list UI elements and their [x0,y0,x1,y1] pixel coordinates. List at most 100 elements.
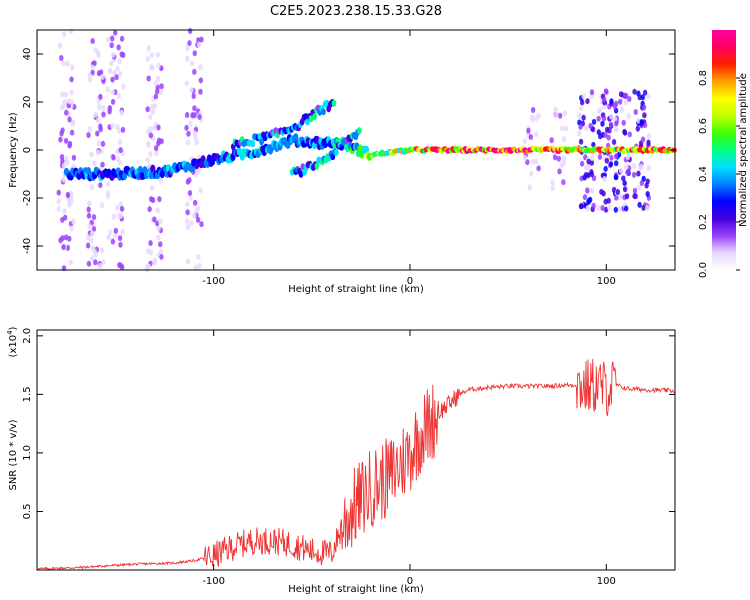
x-tick-label: 0 [407,276,413,287]
noise-blob [632,88,637,95]
noise-blob [578,105,584,112]
noise-blob [95,130,100,137]
snr-series-line [37,358,675,570]
snr-y-ticks: 0.5 1.0 1.5 2.0 [22,328,675,519]
noise-blob [642,122,648,129]
noise-blob [577,112,582,119]
x-tick-label: 0 [407,576,413,587]
noise-blob [618,91,624,98]
noise-blob [148,132,154,139]
noise-blob [582,194,588,201]
noise-blob [578,138,584,145]
noise-blob [152,259,158,266]
noise-blob [90,64,95,71]
noise-blob [185,178,191,185]
noise-blob [62,208,67,215]
noise-blob [621,175,626,182]
noise-blob [613,174,619,181]
noise-blob [645,204,650,211]
noise-blob [612,103,618,110]
noise-blob [87,223,92,230]
noise-blob [107,67,113,74]
colorbar-tick-label: 0.2 [698,214,709,230]
noise-blob [188,120,193,127]
noise-blob [65,60,71,67]
noise-blob [550,179,555,186]
noise-blob [185,209,190,216]
noise-blob [597,108,602,115]
noise-blob [184,80,189,87]
y-tick-label: 2.0 [22,328,33,344]
noise-blob [110,89,115,96]
noise-blob [115,123,120,130]
noise-blob [586,158,591,165]
noise-blob [623,205,629,212]
noise-blob [69,225,74,232]
noise-blob [158,218,163,225]
noise-blob [89,255,95,262]
noise-blob [118,70,123,77]
noise-blob [189,60,195,67]
noise-blob [86,131,91,138]
noise-blob [576,130,582,137]
noise-blob [526,127,531,134]
branch-blob [250,140,256,148]
noise-blob [117,58,122,65]
spectrogram-x-ticks: -100 0 100 [202,30,616,287]
noise-blob [63,234,69,241]
noise-blob [110,35,115,42]
noise-blob [191,93,196,100]
noise-blob [190,112,195,119]
noise-blob [581,93,586,100]
noise-blob [622,186,628,193]
noise-blob [589,187,595,194]
noise-blob [106,234,111,241]
noise-blob [619,106,624,113]
noise-blob [61,102,66,109]
noise-blob [602,103,607,110]
spectrogram-y-ticks: -40 -20 0 20 40 [22,48,675,254]
noise-blob [59,55,64,62]
noise-blob [588,122,593,129]
noise-blob [188,194,193,201]
noise-blob [118,241,123,248]
noise-blob [196,41,202,48]
noise-blob [145,157,150,164]
noise-blob [185,224,191,231]
noise-blob [564,125,569,132]
noise-blob [145,106,150,113]
noise-blob [158,89,164,96]
noise-blob [144,264,150,271]
noise-blob [623,92,629,99]
noise-blob [101,259,106,266]
noise-blob [159,253,164,260]
noise-blob [197,263,202,270]
noise-blob [621,119,626,126]
noise-blob [561,155,566,162]
noise-blob [156,234,161,241]
signal-blob [121,172,128,181]
noise-blob [100,161,105,168]
noise-blob [583,124,589,131]
noise-blob [96,104,102,111]
noise-blob [100,140,106,147]
noise-blob [64,109,69,116]
noise-blob [117,235,123,242]
noise-blob [145,55,151,62]
noise-blob [116,44,121,51]
noise-blob [117,138,123,145]
noise-blob [60,127,65,134]
noise-blob [589,93,594,100]
noise-blob [557,168,562,175]
noise-blob [87,126,93,133]
noise-blob [86,260,92,267]
noise-blob [609,154,614,161]
signal-blob [150,164,156,173]
noise-blob [98,182,103,189]
noise-blob [536,165,541,172]
noise-blob [105,180,111,187]
noise-blob [608,161,614,168]
noise-blob [591,202,596,209]
noise-blob [583,172,589,179]
colorbar-tick-label: 0.6 [698,118,709,134]
